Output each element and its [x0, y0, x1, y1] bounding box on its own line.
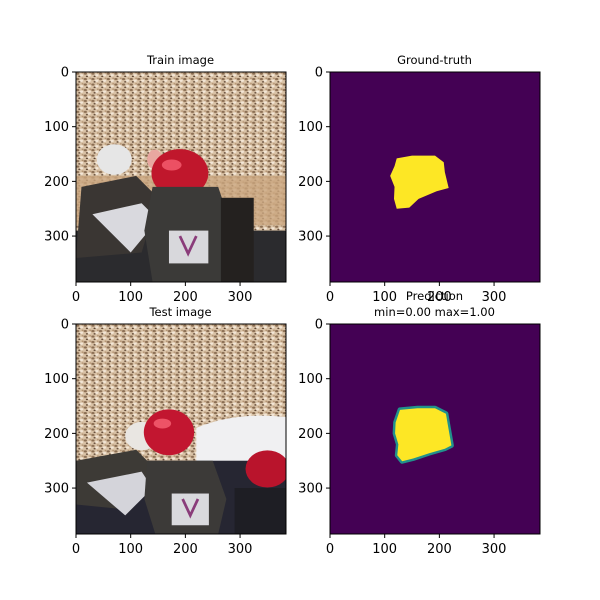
- train-xtick-label: 0: [72, 290, 80, 305]
- prediction-title: Prediction: [406, 289, 463, 303]
- ground-truth-title: Ground-truth: [397, 53, 472, 67]
- ground-truth-axes-frame: [329, 71, 541, 283]
- prediction-ytick-label: 0: [315, 318, 323, 333]
- test-image-title: Test image: [148, 305, 211, 319]
- prediction-xtick-label: 0: [326, 542, 334, 557]
- ground-truth-panel: Ground-truth 0 100 200 300 0 100 200 300: [298, 53, 541, 305]
- train-xtick-label: 200: [173, 290, 198, 305]
- prediction-panel: Prediction min=0.00 max=1.00 0 100 200 300 0…: [298, 289, 541, 557]
- ground-truth-heatmap: [330, 72, 540, 282]
- train-ytick-label: 200: [44, 175, 69, 190]
- train-ytick-label: 0: [61, 66, 69, 81]
- test-xtick-label: 300: [228, 542, 253, 557]
- prediction-xtick-label: 100: [372, 542, 397, 557]
- test-ytick-label: 200: [44, 427, 69, 442]
- train-ytick-label: 100: [44, 120, 69, 135]
- ground-truth-xtick-label: 0: [326, 290, 334, 305]
- test-xtick-label: 0: [72, 542, 80, 557]
- ground-truth-xtick-label: 300: [482, 290, 507, 305]
- prediction-mask: [395, 408, 452, 462]
- prediction-xtick-label: 200: [427, 542, 452, 557]
- prediction-ytick-label: 200: [298, 427, 323, 442]
- prediction-xtick-label: 300: [482, 542, 507, 557]
- train-image-title: Train image: [146, 53, 214, 67]
- prediction-subtitle: min=0.00 max=1.00: [374, 305, 495, 319]
- ground-truth-xtick-label: 100: [372, 290, 397, 305]
- test-axes-frame: [75, 323, 287, 535]
- test-ytick-label: 300: [44, 482, 69, 497]
- test-image-panel: Test image 0 100 200 300 0 100 200 300: [44, 305, 287, 557]
- ground-truth-ytick-label: 0: [315, 66, 323, 81]
- ground-truth-xtick-label: 200: [427, 290, 452, 305]
- test-xtick-label: 200: [173, 542, 198, 557]
- train-photo: [76, 72, 286, 282]
- prediction-ytick-label: 100: [298, 372, 323, 387]
- prediction-heatmap: [330, 324, 540, 534]
- train-xtick-label: 100: [118, 290, 143, 305]
- ground-truth-ytick-label: 100: [298, 120, 323, 135]
- test-xtick-label: 100: [118, 542, 143, 557]
- ground-truth-mask: [390, 155, 449, 209]
- prediction-ytick-label: 300: [298, 482, 323, 497]
- train-xtick-label: 300: [228, 290, 253, 305]
- train-image-panel: Train image 0 100 200 300 0 100 200 300: [44, 53, 287, 305]
- train-ytick-label: 300: [44, 230, 69, 245]
- test-ytick-label: 0: [61, 318, 69, 333]
- ground-truth-ytick-label: 200: [298, 175, 323, 190]
- prediction-axes-frame: [329, 323, 541, 535]
- ground-truth-ytick-label: 300: [298, 230, 323, 245]
- test-ytick-label: 100: [44, 372, 69, 387]
- train-axes-frame: [75, 71, 287, 283]
- test-photo: [76, 324, 286, 534]
